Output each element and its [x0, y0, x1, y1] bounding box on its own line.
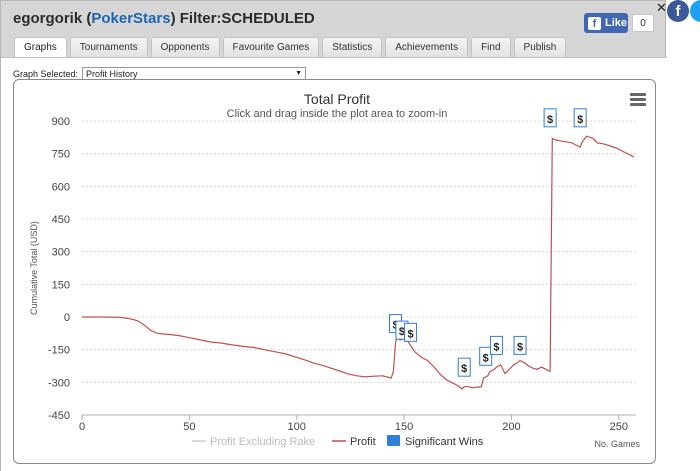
- like-label: Like: [605, 17, 628, 29]
- y-tick-label: 150: [52, 279, 70, 291]
- legend-item-label: Profit: [350, 436, 376, 448]
- tab-graphs[interactable]: Graphs: [14, 37, 67, 57]
- app-window: egorgorik (PokerStars) Filter:SCHEDULED …: [0, 0, 667, 471]
- flag-label: $: [493, 341, 499, 353]
- y-tick-label: 600: [52, 181, 70, 193]
- y-axis-title: Cumulative Total (USD): [29, 221, 39, 315]
- chart-title: Total Profit: [304, 91, 370, 107]
- x-tick-label: 100: [288, 421, 306, 433]
- y-tick-label: 300: [52, 247, 70, 259]
- facebook-like-button[interactable]: f Like: [584, 13, 628, 33]
- significant-win-flag[interactable]: $: [489, 335, 503, 355]
- network-link[interactable]: PokerStars: [91, 10, 171, 27]
- flag-box: [573, 108, 587, 128]
- flag-box: [513, 335, 527, 355]
- flag-box: [543, 108, 557, 128]
- dropdown-arrow-icon: ▼: [295, 70, 303, 77]
- x-axis-title: No. Games: [594, 439, 640, 449]
- tab-favourite-games[interactable]: Favourite Games: [222, 37, 320, 57]
- tab-tournaments[interactable]: Tournaments: [69, 37, 148, 57]
- legend-swatch: [387, 435, 400, 446]
- flag-box: [404, 322, 418, 342]
- y-tick-label: -150: [48, 345, 70, 357]
- y-tick-label: 0: [64, 312, 70, 324]
- graph-select-value: Profit History: [86, 68, 138, 79]
- flag-label: $: [577, 114, 583, 126]
- y-tick-label: 900: [52, 116, 70, 128]
- flag-label: $: [517, 341, 523, 353]
- series-line-profit: [82, 135, 635, 390]
- x-tick-label: 150: [395, 421, 413, 433]
- flag-label: $: [483, 352, 489, 364]
- graph-select-label: Graph Selected:: [13, 68, 79, 79]
- tab-publish[interactable]: Publish: [513, 37, 567, 57]
- chart-container[interactable]: Total Profit Click and drag inside the pl…: [13, 79, 656, 464]
- legend-item-label: Profit Excluding Rake: [210, 436, 315, 448]
- x-tick-label: 250: [610, 421, 628, 433]
- flag-box: [457, 357, 471, 377]
- facebook-share-icon[interactable]: f: [667, 0, 689, 22]
- significant-win-flag[interactable]: $: [479, 346, 493, 366]
- legend-item-label: Significant Wins: [405, 436, 484, 448]
- y-tick-label: 750: [52, 149, 70, 161]
- flag-box: [479, 346, 493, 366]
- tab-find[interactable]: Find: [471, 37, 511, 57]
- graphs-panel: Graph Selected: Profit History ▼ Total P…: [1, 57, 667, 471]
- chart-menu-icon[interactable]: [630, 93, 646, 106]
- flag-box: [489, 335, 503, 355]
- chart-subtitle: Click and drag inside the plot area to z…: [227, 108, 448, 120]
- tab-opponents[interactable]: Opponents: [150, 37, 220, 57]
- significant-win-flag[interactable]: $: [573, 108, 587, 128]
- x-tick-label: 50: [183, 421, 195, 433]
- filter-label: Filter:SCHEDULED: [179, 10, 315, 27]
- significant-win-flag[interactable]: $: [457, 357, 471, 377]
- player-name: egorgorik: [13, 10, 83, 27]
- page-title: egorgorik (PokerStars) Filter:SCHEDULED: [13, 10, 315, 27]
- tab-bar: Graphs Tournaments Opponents Favourite G…: [14, 37, 569, 57]
- close-icon[interactable]: ✕: [656, 0, 667, 15]
- significant-win-flag[interactable]: $: [404, 322, 418, 342]
- flag-label: $: [399, 326, 405, 338]
- graph-select-row: Graph Selected: Profit History ▼: [13, 67, 307, 80]
- significant-win-flag[interactable]: $: [513, 335, 527, 355]
- tab-achievements[interactable]: Achievements: [385, 37, 469, 57]
- y-tick-label: 450: [52, 214, 70, 226]
- tab-statistics[interactable]: Statistics: [322, 37, 383, 57]
- twitter-share-icon[interactable]: [690, 0, 700, 22]
- flag-label: $: [407, 328, 413, 340]
- y-tick-label: -300: [48, 377, 70, 389]
- facebook-icon: f: [588, 16, 601, 30]
- like-count: 0: [632, 14, 654, 32]
- flag-label: $: [461, 363, 467, 375]
- significant-win-flag[interactable]: $: [543, 108, 557, 128]
- y-tick-label: -450: [48, 410, 70, 422]
- x-tick-label: 0: [79, 421, 85, 433]
- title-bar: egorgorik (PokerStars) Filter:SCHEDULED …: [1, 1, 667, 37]
- flag-label: $: [547, 114, 553, 126]
- x-tick-label: 200: [502, 421, 520, 433]
